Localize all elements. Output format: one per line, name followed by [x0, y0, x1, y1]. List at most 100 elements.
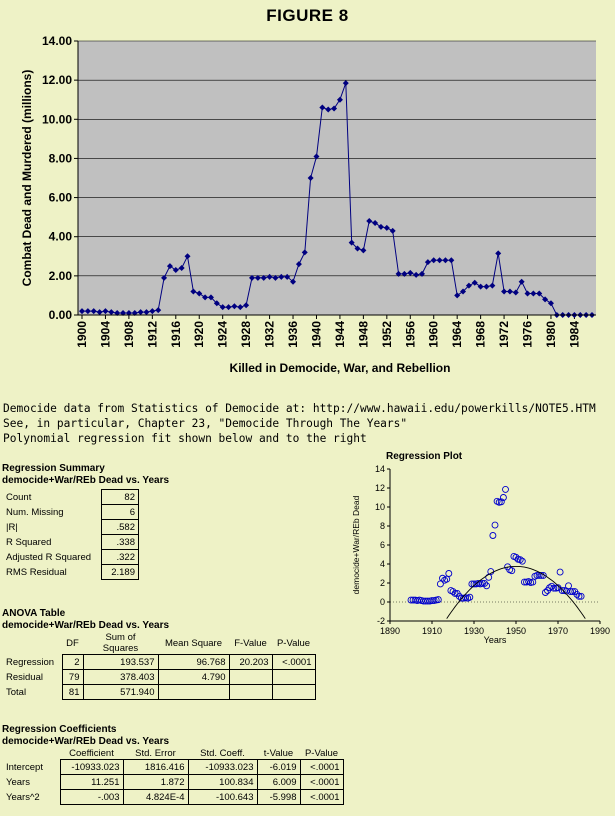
main-x-tick-label: 1912 — [145, 321, 159, 348]
table-header-row: Coefficient Std. Error Std. Coeff. t-Val… — [2, 748, 343, 760]
table-row: Years^2 -.003 4.824E-4 -100.643 -5.998 <… — [2, 789, 344, 805]
anova-title: ANOVA Table — [2, 608, 66, 619]
row-label: Num. Missing — [6, 506, 64, 518]
main-data-point — [419, 270, 425, 277]
main-x-tick-label: 1904 — [98, 321, 112, 348]
column-header: Coefficient — [69, 748, 114, 759]
table-row: Total 81 571.940 — [2, 684, 316, 700]
main-data-point — [155, 307, 162, 314]
main-data-point — [413, 271, 420, 278]
table-cell: 2 — [61, 654, 84, 670]
main-data-point — [442, 257, 449, 264]
main-y-tick-label: 4.00 — [49, 230, 73, 244]
regression-data-point — [539, 571, 547, 579]
main-x-tick-label: 1940 — [309, 321, 323, 348]
main-data-point — [536, 290, 543, 297]
main-data-point — [266, 273, 273, 280]
table-cell: -10933.023 — [59, 759, 124, 775]
regression-data-point — [499, 494, 507, 501]
main-y-tick-label: 12.00 — [42, 73, 72, 87]
regression-data-point — [516, 556, 524, 564]
main-data-point — [483, 283, 490, 290]
regression-data-point — [466, 593, 474, 601]
main-data-point — [501, 288, 508, 295]
main-data-point — [260, 274, 267, 281]
main-data-point — [342, 80, 349, 87]
main-data-point — [184, 253, 191, 260]
main-y-tick-label: 6.00 — [49, 191, 73, 205]
main-x-tick-label: 1972 — [497, 321, 511, 348]
regression-data-point — [556, 568, 564, 576]
main-x-tick-label: 1948 — [356, 321, 370, 348]
main-x-tick-label: 1928 — [239, 321, 253, 348]
regression-data-point — [449, 588, 457, 596]
regression-x-tick-label: 1930 — [464, 626, 484, 636]
regression-data-point — [548, 582, 556, 590]
main-data-point — [372, 220, 379, 227]
column-header: DF — [66, 637, 79, 649]
main-data-point — [243, 302, 250, 309]
main-data-point — [102, 308, 109, 315]
table-row: RMS Residual 2.189 — [2, 564, 139, 580]
regression-data-point — [497, 498, 505, 506]
main-data-point — [424, 259, 431, 266]
regression-data-point — [439, 574, 446, 582]
row-value: 2.189 — [101, 564, 139, 580]
table-cell: 96.768 — [157, 654, 230, 670]
main-data-point — [377, 223, 384, 230]
main-data-point — [489, 282, 496, 289]
table-cell: -5.998 — [256, 789, 301, 805]
main-x-tick-label: 1908 — [122, 321, 136, 348]
main-data-point — [278, 273, 285, 280]
table-cell — [228, 669, 273, 685]
main-data-point — [460, 288, 467, 295]
row-value: 82 — [101, 489, 139, 505]
regression-data-point — [481, 580, 488, 587]
main-x-tick-label: 1900 — [75, 321, 89, 348]
row-label: RMS Residual — [6, 566, 67, 578]
table-cell: 20.203 — [228, 654, 273, 670]
regression-summary-table: Count 82 Num. Missing 6 |R| .582 R Squared.… — [2, 489, 139, 580]
main-data-point — [272, 274, 279, 281]
regression-data-point — [541, 589, 549, 596]
table-cell: 4.790 — [157, 669, 230, 685]
regression-data-point — [577, 592, 585, 600]
main-data-point — [213, 300, 220, 307]
regression-data-point — [485, 573, 493, 581]
main-data-point — [430, 257, 437, 264]
table-cell: 81 — [61, 684, 84, 700]
main-data-point — [96, 309, 103, 316]
regression-scatter-plot: Regression Plot -2 0 2 4 6 8 10 12 14 1890 1910 19… — [351, 451, 610, 645]
anova-table: ANOVA Table democide+War/REb Dead vs. Ye… — [2, 608, 316, 700]
main-data-point — [137, 309, 144, 316]
table-row: Regression 2 193.537 96.768 20.203 <.000… — [2, 654, 316, 670]
main-data-point — [178, 265, 185, 272]
regression-data-point — [567, 588, 575, 596]
table-cell: 1816.416 — [122, 759, 189, 775]
regression-data-point — [573, 590, 581, 598]
table-cell: -100.643 — [187, 789, 258, 805]
regression-data-point — [558, 587, 566, 595]
regression-data-point — [575, 592, 583, 600]
main-data-point — [524, 290, 531, 297]
regression-x-tick-label: 1890 — [380, 626, 400, 636]
main-data-point — [542, 296, 549, 303]
main-data-point — [231, 303, 238, 310]
main-data-point — [506, 288, 513, 295]
main-data-point — [90, 308, 97, 315]
main-data-point — [354, 245, 361, 252]
main-data-point — [331, 105, 338, 112]
column-header: P-Value — [304, 748, 339, 759]
main-data-point — [436, 257, 443, 264]
regression-summary-title: Regression Summary — [2, 463, 105, 474]
main-y-tick-label: 2.00 — [49, 269, 73, 283]
table-cell: 6.009 — [256, 774, 301, 790]
main-data-point — [84, 308, 91, 315]
table-row: Residual 79 378.403 4.790 — [2, 669, 316, 685]
main-data-point — [465, 282, 472, 289]
source-note-line: See, in particular, Chapter 23, "Democid… — [3, 417, 408, 430]
regression-x-tick-label: 1990 — [590, 626, 610, 636]
table-header-row: DF Sum of Squares Mean Square F-Value P-… — [2, 632, 315, 655]
table-cell: <.0001 — [299, 789, 344, 805]
table-cell: 4.824E-4 — [122, 789, 189, 805]
